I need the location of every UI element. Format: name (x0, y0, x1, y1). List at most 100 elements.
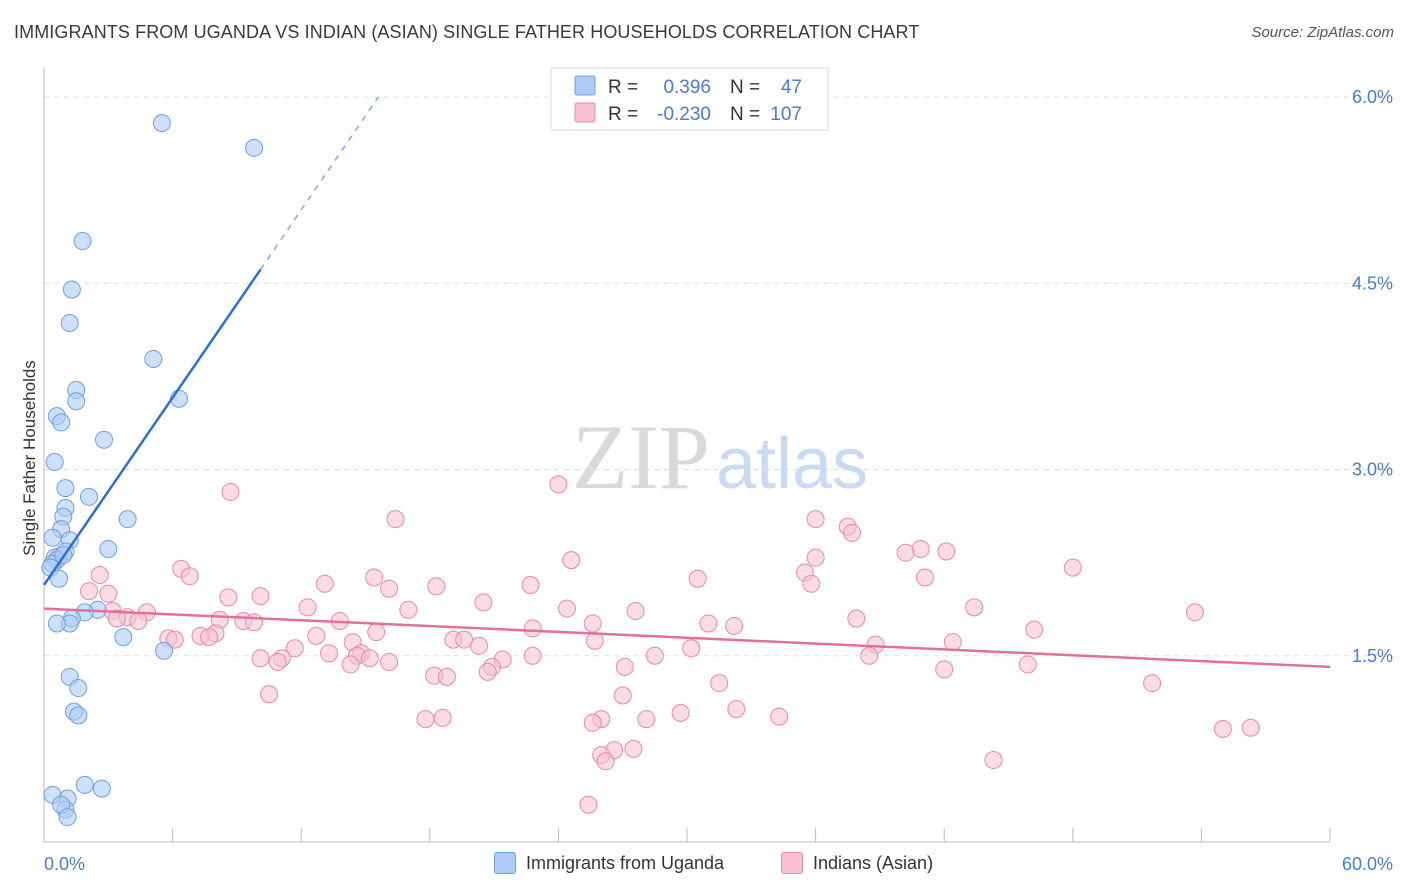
data-point-indians (645, 646, 664, 665)
y-tick-label: 6.0% (1352, 87, 1393, 107)
data-point-indians (1185, 603, 1204, 622)
data-point-indians (1018, 655, 1037, 674)
data-point-indians (935, 660, 954, 679)
data-point-indians (245, 613, 264, 632)
data-point-indians (298, 598, 317, 617)
data-point-uganda (69, 706, 88, 725)
data-point-indians (557, 599, 576, 618)
data-point-indians (596, 752, 615, 771)
data-point-indians (315, 574, 334, 593)
data-point-indians (1213, 720, 1232, 739)
data-point-indians (107, 609, 126, 628)
data-point-indians (437, 667, 456, 686)
data-point-indians (268, 652, 287, 671)
data-point-uganda (245, 138, 264, 157)
data-point-indians (221, 482, 240, 501)
data-point-indians (583, 713, 602, 732)
data-point-indians (200, 628, 219, 647)
data-point-indians (285, 639, 304, 658)
data-point-indians (1143, 674, 1162, 693)
data-point-indians (727, 700, 746, 719)
legend-n-label: N = (730, 104, 760, 125)
data-point-uganda (69, 679, 88, 698)
legend-bottom: Immigrants from Uganda Indians (Asian) (0, 850, 1406, 880)
data-point-indians (1241, 718, 1260, 737)
data-point-uganda (67, 392, 86, 411)
data-point-uganda (80, 487, 99, 506)
data-point-indians (80, 582, 99, 601)
data-point-uganda (144, 349, 163, 368)
watermark-atlas: atlas (716, 424, 868, 504)
data-point-indians (915, 568, 934, 587)
watermark: ZIPatlas (572, 406, 868, 508)
legend-label-indians: Indians (Asian) (813, 852, 934, 873)
data-point-indians (341, 655, 360, 674)
data-point-indians (380, 579, 399, 598)
data-point-indians (896, 543, 915, 562)
data-point-indians (626, 602, 645, 621)
data-point-indians (219, 588, 238, 607)
data-point-indians (613, 686, 632, 705)
legend-r-value: -0.230 (657, 104, 711, 125)
data-point-uganda (95, 430, 114, 449)
legend-n-value: 107 (770, 104, 802, 125)
data-point-indians (470, 636, 489, 655)
legend-item-uganda[interactable]: Immigrants from Uganda (494, 852, 724, 874)
data-point-indians (1063, 558, 1082, 577)
data-point-indians (770, 707, 789, 726)
data-point-indians (806, 548, 825, 567)
legend-n-value: 47 (781, 77, 802, 98)
series-indians-asian (50, 475, 1260, 814)
legend-top: R = 0.396 N = 47 R = -0.230 N = 107 (550, 67, 829, 131)
data-point-indians (129, 611, 148, 630)
legend-swatch-indians (781, 852, 803, 874)
y-tick-label: 1.5% (1352, 646, 1393, 666)
legend-swatch-pink (574, 102, 596, 123)
watermark-zip: ZIP (572, 406, 710, 508)
data-point-indians (637, 710, 656, 729)
legend-n-label: N = (730, 77, 760, 98)
data-point-uganda (58, 808, 77, 827)
data-point-indians (688, 569, 707, 588)
legend-r-label: R = (608, 77, 638, 98)
data-point-indians (1025, 620, 1044, 639)
data-point-indians (671, 703, 690, 722)
trendlines (42, 96, 1331, 669)
data-point-indians (521, 575, 540, 594)
data-point-indians (433, 708, 452, 727)
data-point-indians (260, 685, 279, 704)
data-point-indians (399, 600, 418, 619)
data-point-indians (806, 510, 825, 529)
data-point-uganda (155, 641, 174, 660)
data-point-uganda (56, 479, 75, 498)
data-point-indians (860, 646, 879, 665)
legend-swatch-blue (574, 75, 596, 96)
data-point-indians (367, 623, 386, 642)
trendline-uganda-extension (259, 96, 379, 271)
data-point-uganda (152, 114, 171, 133)
data-point-uganda (62, 280, 81, 299)
data-point-indians (360, 649, 379, 668)
data-point-uganda (50, 569, 69, 588)
data-point-indians (523, 646, 542, 665)
data-point-uganda (75, 775, 94, 794)
data-point-uganda (47, 614, 66, 633)
axes (43, 68, 1331, 843)
data-point-indians (251, 649, 270, 668)
data-point-indians (937, 542, 956, 561)
data-point-indians (615, 657, 634, 676)
data-point-indians (943, 633, 962, 652)
data-point-indians (478, 662, 497, 681)
data-point-uganda (60, 313, 79, 332)
data-point-indians (427, 577, 446, 596)
data-point-indians (843, 523, 862, 542)
data-point-uganda (52, 413, 71, 432)
data-point-indians (455, 630, 474, 649)
data-point-indians (562, 551, 581, 570)
source-label: Source: ZipAtlas.com (1251, 24, 1394, 41)
legend-item-indians[interactable]: Indians (Asian) (781, 852, 933, 874)
y-tick-label: 4.5% (1352, 273, 1393, 293)
data-point-indians (307, 626, 326, 645)
x-tick-label: 60.0% (1342, 854, 1393, 874)
